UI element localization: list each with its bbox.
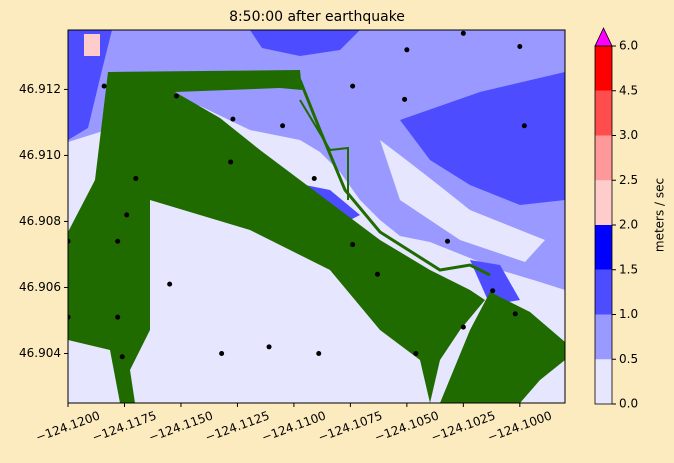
- particle: [266, 344, 272, 350]
- particle: [124, 212, 130, 218]
- particle: [521, 123, 527, 129]
- x-tick-label: −124.1150: [147, 408, 215, 444]
- speed-zone: [84, 34, 100, 56]
- colorbar-band: [595, 135, 612, 181]
- particle: [404, 47, 410, 53]
- particle: [460, 324, 466, 330]
- colorbar-tick-label: 3.0: [619, 128, 638, 142]
- particle: [311, 176, 317, 182]
- y-tick-label: 46.912: [19, 82, 61, 96]
- particle: [167, 281, 173, 287]
- particle: [413, 350, 419, 356]
- particle: [445, 238, 451, 244]
- x-tick-label: −124.1075: [316, 408, 384, 444]
- particle: [460, 30, 466, 36]
- particle: [228, 159, 234, 165]
- particle: [119, 354, 125, 360]
- colorbar-band: [595, 180, 612, 225]
- particle: [512, 311, 518, 317]
- x-tick-label: −124.1125: [203, 408, 271, 444]
- particle: [517, 44, 523, 50]
- colorbar-band: [595, 359, 612, 404]
- x-tick-label: −124.1100: [260, 408, 328, 444]
- speed-zone: [200, 106, 360, 215]
- x-tick-label: −124.1050: [373, 408, 441, 444]
- particle: [316, 350, 322, 356]
- particle: [68, 238, 71, 244]
- map-field: [68, 30, 565, 403]
- plot-frame: [67, 29, 566, 404]
- levee: [298, 79, 491, 277]
- particle: [115, 238, 121, 244]
- colorbar-tick-label: 1.5: [619, 262, 638, 276]
- particle: [101, 83, 107, 89]
- x-tick-label: −124.1175: [90, 408, 158, 444]
- speed-zone: [380, 140, 545, 262]
- particle: [219, 350, 225, 356]
- speed-zone: [250, 30, 360, 56]
- colorbar-tick-label: 2.5: [619, 173, 638, 187]
- colorbar-tick-label: 4.5: [619, 83, 638, 97]
- colorbar-tick-label: 1.0: [619, 307, 638, 321]
- colorbar-band: [595, 46, 612, 91]
- particle: [115, 314, 121, 320]
- colorbar-band: [595, 225, 612, 270]
- speed-zone: [400, 72, 565, 205]
- colorbar-band: [595, 90, 612, 136]
- particle: [280, 123, 286, 129]
- colorbar-band: [595, 314, 612, 360]
- colorbar-extend: [594, 27, 613, 47]
- particle: [68, 314, 71, 320]
- levee: [299, 99, 349, 200]
- colorbar-tick-label: 0.5: [619, 352, 638, 366]
- chart-title: 8:50:00 after earthquake: [229, 9, 405, 25]
- particles: [68, 30, 527, 360]
- y-tick-label: 46.906: [19, 280, 61, 294]
- particle: [402, 96, 408, 102]
- x-tick-label: −124.1025: [429, 408, 497, 444]
- particle: [374, 271, 380, 277]
- particle: [133, 176, 139, 182]
- land: [440, 292, 565, 403]
- x-tick-label: −124.1000: [486, 408, 554, 444]
- colorbar-tick-label: 2.0: [619, 218, 638, 232]
- colorbar-tick-label: 6.0: [619, 39, 638, 53]
- speed-zone: [68, 30, 112, 140]
- particle: [173, 93, 179, 99]
- colorbar-label: meters / sec: [653, 178, 667, 252]
- y-tick-label: 46.910: [19, 148, 61, 162]
- colorbar-band: [595, 269, 612, 315]
- particle: [230, 116, 236, 122]
- particle: [350, 242, 356, 248]
- land-gap: [130, 200, 430, 403]
- y-tick-label: 46.908: [19, 214, 61, 228]
- colorbar-tick-label: 0.0: [619, 397, 638, 411]
- x-tick-label: −124.1200: [34, 408, 102, 444]
- y-tick-label: 46.904: [19, 346, 61, 360]
- particle: [350, 83, 356, 89]
- particle: [490, 288, 496, 294]
- land-gap: [68, 340, 120, 403]
